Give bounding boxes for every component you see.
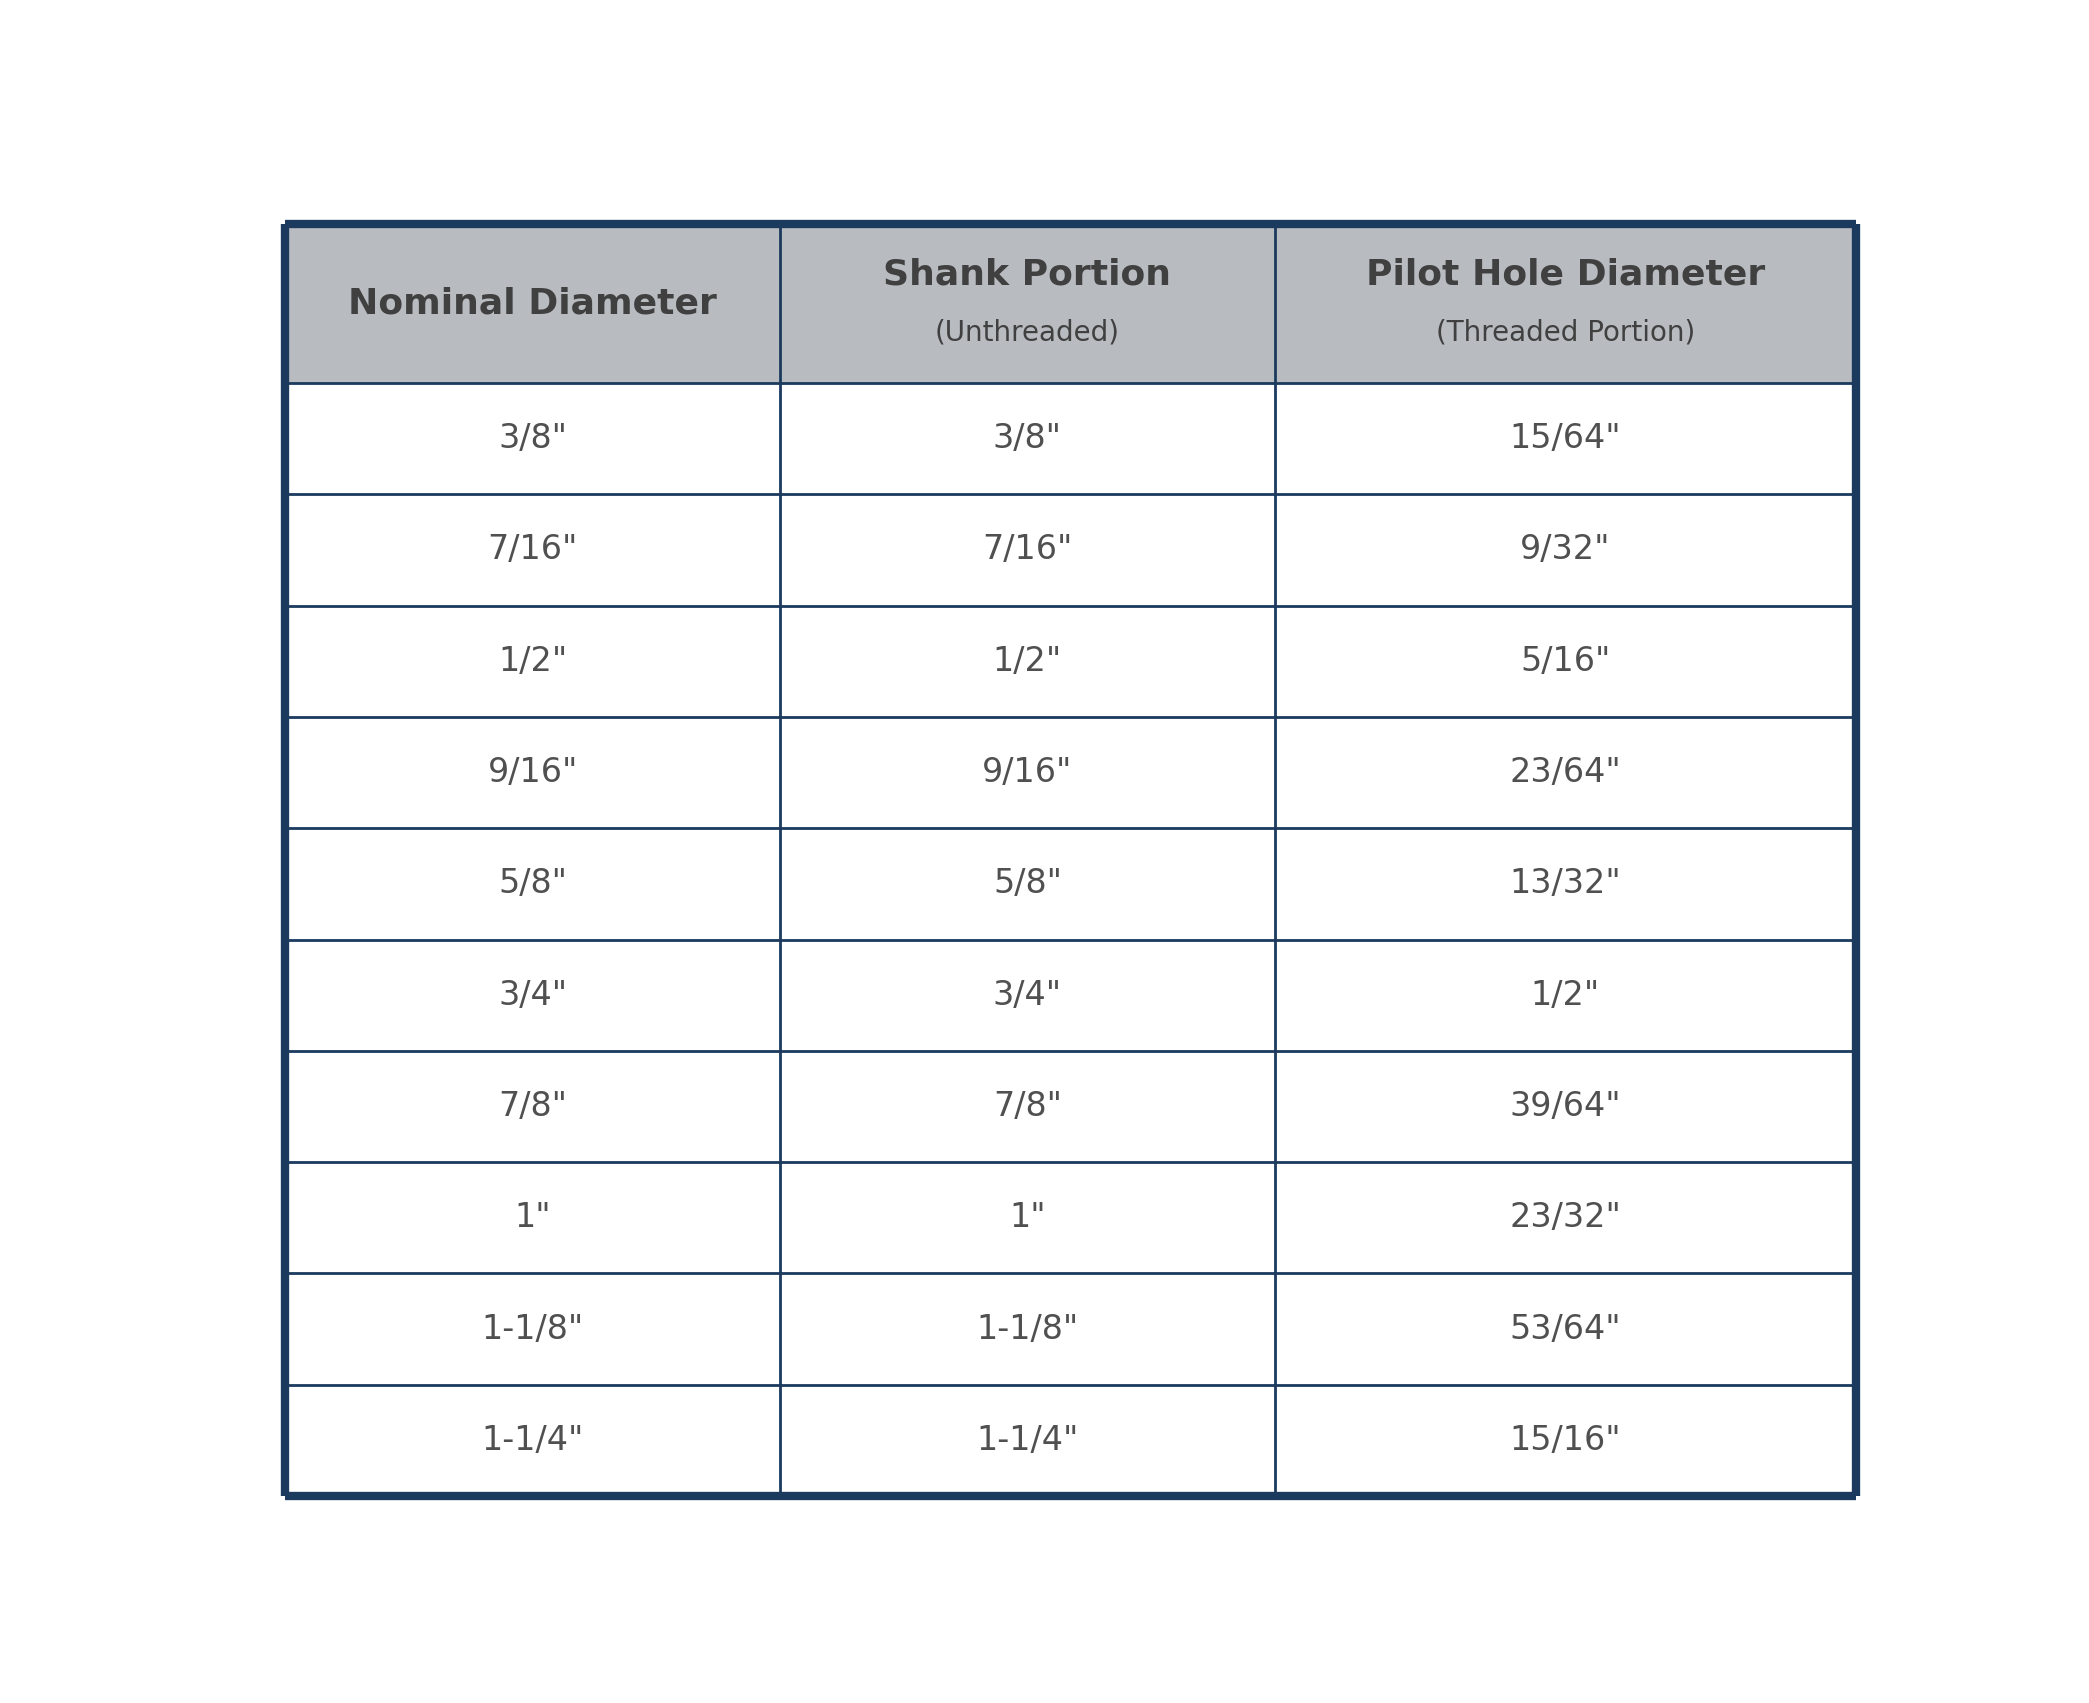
Text: 53/64": 53/64"	[1510, 1313, 1621, 1345]
Text: 7/8": 7/8"	[499, 1090, 568, 1122]
Text: 1/2": 1/2"	[497, 645, 568, 678]
Bar	[286, 383, 779, 494]
Text: 13/32": 13/32"	[1510, 867, 1621, 901]
Text: 23/32": 23/32"	[1510, 1201, 1621, 1235]
Text: Nominal Diameter: Nominal Diameter	[349, 286, 717, 320]
Text: 1/2": 1/2"	[1531, 979, 1600, 1012]
Bar	[286, 940, 779, 1051]
Bar	[1274, 940, 1855, 1051]
Text: 5/16": 5/16"	[1521, 645, 1611, 678]
Text: 9/16": 9/16"	[487, 756, 579, 788]
Text: 3/8": 3/8"	[992, 422, 1061, 455]
Bar	[286, 828, 779, 940]
Text: 1-1/4": 1-1/4"	[483, 1424, 585, 1456]
Text: 7/8": 7/8"	[992, 1090, 1061, 1122]
Bar	[286, 606, 779, 717]
Text: 1/2": 1/2"	[992, 645, 1061, 678]
Text: 1": 1"	[514, 1201, 551, 1235]
Bar	[286, 494, 779, 606]
Bar	[779, 1161, 1274, 1274]
Text: 23/64": 23/64"	[1510, 756, 1621, 788]
Text: 3/4": 3/4"	[497, 979, 568, 1012]
Text: 9/16": 9/16"	[982, 756, 1072, 788]
Text: 7/16": 7/16"	[487, 533, 579, 567]
Text: 1": 1"	[1009, 1201, 1047, 1235]
Bar	[779, 828, 1274, 940]
Bar	[1274, 1161, 1855, 1274]
Bar	[779, 225, 1274, 383]
Bar	[779, 1051, 1274, 1161]
Text: (Unthreaded): (Unthreaded)	[936, 318, 1120, 346]
Text: 3/8": 3/8"	[499, 422, 568, 455]
Bar	[286, 1385, 779, 1495]
Bar	[1274, 225, 1855, 383]
Bar	[1274, 1385, 1855, 1495]
Text: 9/32": 9/32"	[1521, 533, 1611, 567]
Text: 5/8": 5/8"	[499, 867, 568, 901]
Bar	[779, 940, 1274, 1051]
Text: (Threaded Portion): (Threaded Portion)	[1435, 318, 1694, 346]
Text: 1-1/8": 1-1/8"	[976, 1313, 1078, 1345]
Bar	[779, 717, 1274, 828]
Text: Pilot Hole Diameter: Pilot Hole Diameter	[1366, 257, 1765, 291]
Bar	[1274, 1274, 1855, 1385]
Bar	[779, 494, 1274, 606]
Text: 7/16": 7/16"	[982, 533, 1072, 567]
Text: 1-1/4": 1-1/4"	[976, 1424, 1078, 1456]
Bar	[1274, 828, 1855, 940]
Bar	[1274, 717, 1855, 828]
Text: Shank Portion: Shank Portion	[884, 257, 1172, 291]
Bar	[779, 1385, 1274, 1495]
Text: 39/64": 39/64"	[1510, 1090, 1621, 1122]
Bar	[286, 1161, 779, 1274]
Bar	[779, 383, 1274, 494]
Bar	[286, 225, 779, 383]
Bar	[779, 606, 1274, 717]
Bar	[1274, 1051, 1855, 1161]
Bar	[286, 1051, 779, 1161]
Text: 15/64": 15/64"	[1510, 422, 1621, 455]
Bar	[1274, 494, 1855, 606]
Bar	[286, 717, 779, 828]
Text: 3/4": 3/4"	[992, 979, 1061, 1012]
Text: 1-1/8": 1-1/8"	[483, 1313, 583, 1345]
Text: 15/16": 15/16"	[1510, 1424, 1621, 1456]
Text: 5/8": 5/8"	[992, 867, 1061, 901]
Bar	[779, 1274, 1274, 1385]
Bar	[1274, 383, 1855, 494]
Bar	[1274, 606, 1855, 717]
Bar	[286, 1274, 779, 1385]
